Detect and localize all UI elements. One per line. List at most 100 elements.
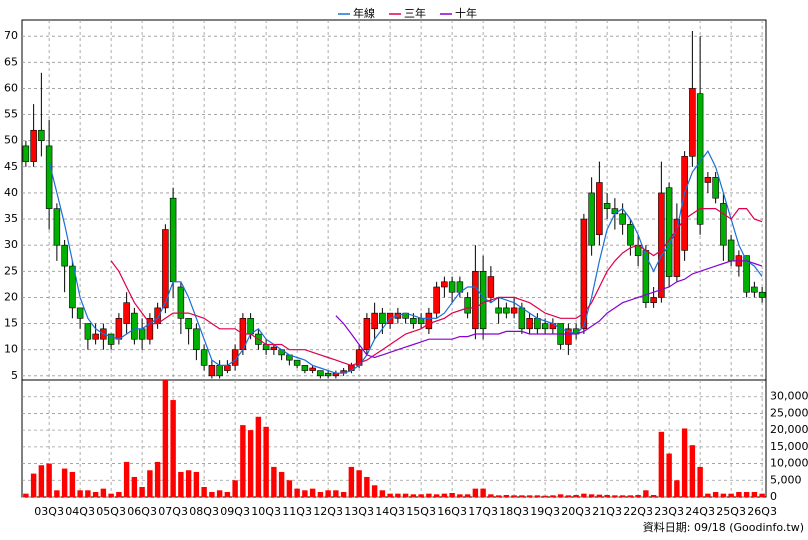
candle-body [247,318,254,335]
candle-body [503,307,510,314]
x-tick-label: 21Q3 [592,505,622,518]
data-date-note: 資料日期: 09/18 (Goodinfo.tw) [643,520,804,534]
volume-bar [123,461,130,497]
volume-bar [77,490,83,497]
candle-body [123,302,130,324]
volume-bar [480,488,486,497]
volume-bar [240,425,246,497]
candle-body [317,370,324,377]
volume-bar [309,488,316,497]
legend-label: 年線 [353,6,375,20]
volume-bar [255,416,262,497]
volume-bar [612,495,618,497]
volume-bar [263,426,269,497]
volume-bar [371,485,378,497]
ma-line [48,149,763,374]
y-tick-label: 50 [4,134,18,147]
volume-bar [604,494,610,497]
volume-bar [38,465,45,497]
candle-body [270,346,278,350]
volume-bar [433,494,440,497]
y-tick-label: 55 [4,108,18,121]
x-tick-label: 05Q3 [96,505,126,518]
volume-bar [46,463,52,497]
x-tick-label: 24Q3 [685,505,715,518]
candle-body [727,239,735,262]
legend-label: 三年 [404,6,426,20]
x-tick-label: 15Q3 [406,505,436,518]
y2-tick-label: 5,000 [770,473,802,486]
volume-bar [271,466,277,497]
y2-tick-label: 30,000 [770,390,808,403]
volume-bar [464,494,471,497]
x-tick-label: 25Q3 [716,505,746,518]
volume-bar [317,491,324,497]
candle-body [751,286,758,293]
candle-body [162,229,169,309]
candle-body [720,203,727,246]
candle-body [588,192,595,246]
legend-label: 十年 [455,6,477,20]
candle-body [603,203,611,209]
volume-bar [619,495,626,497]
volume-bar [643,490,649,497]
volume-bar [565,495,572,497]
volume-bar [286,480,293,497]
volume-bar [209,491,215,497]
volume-bar [681,428,688,497]
candle-body [193,328,200,350]
candle-body [425,312,433,330]
y-tick-label: 40 [4,186,18,199]
volume-bar [139,486,145,497]
candle-body [518,307,526,330]
x-tick-label: 20Q3 [561,505,591,518]
volume-bar [550,495,556,497]
x-tick-label: 16Q3 [437,505,467,518]
volume-bar [387,493,393,497]
volume-bar [294,488,300,497]
candle-body [309,367,316,371]
candle-body [596,182,603,236]
volume-bar [635,494,641,497]
candle-body [169,197,177,283]
volume-bar [54,490,60,497]
candle-body [410,318,417,324]
volume-bar [728,493,734,497]
y2-tick-label: 10,000 [770,457,808,470]
volume-bar [356,470,362,497]
volume-bar [503,494,510,497]
volume-bar [201,486,207,497]
candle-body [627,223,634,246]
y-tick-label: 5 [11,369,18,382]
y-tick-label: 35 [4,212,18,225]
candle-body [371,312,378,330]
candle-body [69,265,76,309]
volume-bar [705,493,711,497]
y-tick-label: 25 [4,264,18,277]
x-tick-label: 23Q3 [654,505,684,518]
candle-body [665,187,673,277]
candle-body [487,276,495,298]
candle-body [22,145,30,162]
volume-bar [736,491,742,497]
y-tick-label: 20 [4,290,18,303]
candle-body [146,318,154,340]
candle-body [324,372,332,377]
volume-bar [449,492,455,497]
volume-bar [441,493,448,497]
candle-body [619,213,626,225]
y-tick-label: 65 [4,55,18,68]
volume-bar [573,494,579,497]
y-tick-label: 70 [4,29,18,42]
candle-body [441,281,448,288]
volume-bar [247,430,254,497]
candle-body [704,176,712,183]
x-tick-label: 07Q3 [158,505,188,518]
x-tick-label: 12Q3 [313,505,343,518]
candle-body [115,318,123,340]
y2-tick-label: 25,000 [770,406,808,419]
volume-bar [457,494,463,497]
volume-bar [224,491,231,497]
volume-bar [627,495,634,497]
candle-body [185,318,192,330]
